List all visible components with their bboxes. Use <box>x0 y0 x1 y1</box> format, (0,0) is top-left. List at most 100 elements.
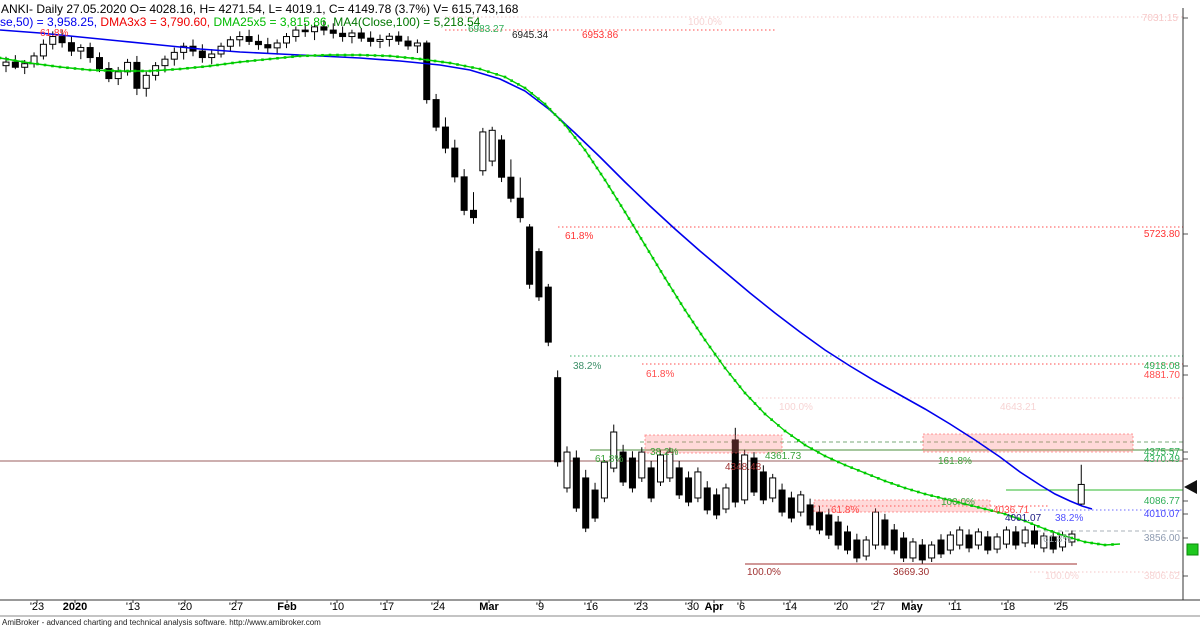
ma-green-marker <box>216 63 219 67</box>
ma-green-marker <box>1083 540 1087 544</box>
candle <box>86 47 94 59</box>
ma-green-marker <box>770 418 773 421</box>
ma-green-marker <box>283 56 287 59</box>
candle <box>451 147 459 178</box>
ma-green-marker <box>396 55 399 59</box>
ma-green-marker <box>163 68 167 72</box>
candle <box>283 36 290 44</box>
ma-green-marker <box>843 463 847 467</box>
candle <box>563 451 571 489</box>
right-edge-arrow-marker[interactable] <box>1184 480 1197 494</box>
candle <box>30 55 38 65</box>
fib-label: 4643.21 <box>1000 402 1037 413</box>
candle <box>367 37 375 42</box>
x-axis-label: '13 <box>125 601 141 613</box>
ma-green-marker <box>28 61 32 65</box>
ma-green-marker <box>683 308 687 312</box>
ma-green-marker <box>558 118 562 122</box>
candle <box>432 99 440 128</box>
candle <box>872 511 880 546</box>
candle <box>301 29 309 33</box>
ma-green-marker <box>553 113 557 116</box>
fib-label: 100.0% <box>688 17 722 28</box>
candle <box>1049 536 1057 550</box>
ma-green-marker <box>1043 527 1047 531</box>
ma-green-marker <box>830 457 833 461</box>
ma-green-marker <box>857 469 860 472</box>
candle <box>769 477 777 499</box>
price-axis-label: 7031.15 <box>1142 13 1179 24</box>
ma-green-marker <box>13 59 17 62</box>
highlight-zone <box>644 434 783 454</box>
ma-green-marker <box>133 69 137 73</box>
ma-green-marker <box>790 434 793 437</box>
ma-green-marker <box>343 53 347 57</box>
ma-green-marker <box>313 54 317 57</box>
candle <box>741 454 749 501</box>
ma-green-marker <box>897 484 900 487</box>
x-axis-label: '25 <box>1053 601 1069 613</box>
ma-green-marker <box>6 57 9 61</box>
ma-green-marker <box>983 507 987 511</box>
fib-label: 61.8% <box>646 369 674 380</box>
candle <box>965 534 973 549</box>
ma-green-marker <box>837 460 840 464</box>
ma-green-marker <box>336 53 339 57</box>
x-axis-label: '9 <box>535 601 545 613</box>
candle <box>890 529 898 551</box>
candle <box>460 176 468 211</box>
candle <box>834 521 842 546</box>
candle <box>516 197 524 219</box>
candle <box>591 489 599 519</box>
ma-green-marker <box>563 123 567 127</box>
ma-green-marker <box>990 509 993 512</box>
fib-label: 38.2% <box>650 447 678 458</box>
ma-green-marker <box>351 53 354 57</box>
ma-green-marker <box>930 494 933 497</box>
x-axis-label: '30 <box>684 601 700 613</box>
x-axis-label: 2020 <box>62 601 88 613</box>
candle <box>170 51 178 60</box>
ma-green-marker <box>631 223 635 227</box>
ma-green-marker <box>510 79 513 82</box>
candle <box>993 536 1001 550</box>
ma-green-marker <box>321 53 324 57</box>
candle <box>610 431 618 469</box>
ma-green-marker <box>291 55 294 59</box>
ma-green-marker <box>141 69 144 73</box>
price-axis-label: 3856.00 <box>1144 533 1181 544</box>
ma-green-marker <box>1097 542 1100 546</box>
ma-green-marker <box>366 53 369 57</box>
ma-green-marker <box>703 338 707 342</box>
ma-green-marker <box>73 67 77 70</box>
candle <box>544 286 552 343</box>
ma-green-marker <box>803 443 807 447</box>
x-axis-label: '20 <box>833 601 849 613</box>
candle <box>2 61 10 67</box>
ma-green-marker <box>877 477 880 480</box>
ma-green-marker <box>0 56 2 60</box>
ma-green-marker <box>373 54 377 57</box>
right-edge-square-marker[interactable] <box>1186 543 1199 556</box>
x-axis-label: '27 <box>870 601 886 613</box>
ma-green-marker <box>21 60 24 64</box>
ma-green-marker <box>663 276 667 280</box>
fib-label: 100.0% <box>747 567 781 578</box>
ma-green-marker <box>88 68 92 72</box>
fib-label: 161.8% <box>938 456 972 467</box>
ma-green-marker <box>103 69 107 72</box>
ma-green-marker <box>456 63 459 66</box>
ma-green-marker <box>193 66 197 69</box>
ma-green-marker <box>537 97 540 100</box>
ma-green-marker <box>36 62 39 66</box>
candle <box>657 454 664 483</box>
x-axis-label: Mar <box>479 601 499 613</box>
ma-green-marker <box>850 466 853 469</box>
indicator-values: se,50) = 3,958.25, DMA3x3 = 3,790.60, DM… <box>0 15 480 29</box>
candle <box>348 32 356 38</box>
x-axis-label: '16 <box>583 601 599 613</box>
ma-green-marker <box>548 107 552 111</box>
x-axis[interactable]: '23 2020 '13 '20 '27 Feb '10 '17 '24 Mar '9 '16 '23 '… <box>0 601 1200 615</box>
candle <box>750 457 758 493</box>
